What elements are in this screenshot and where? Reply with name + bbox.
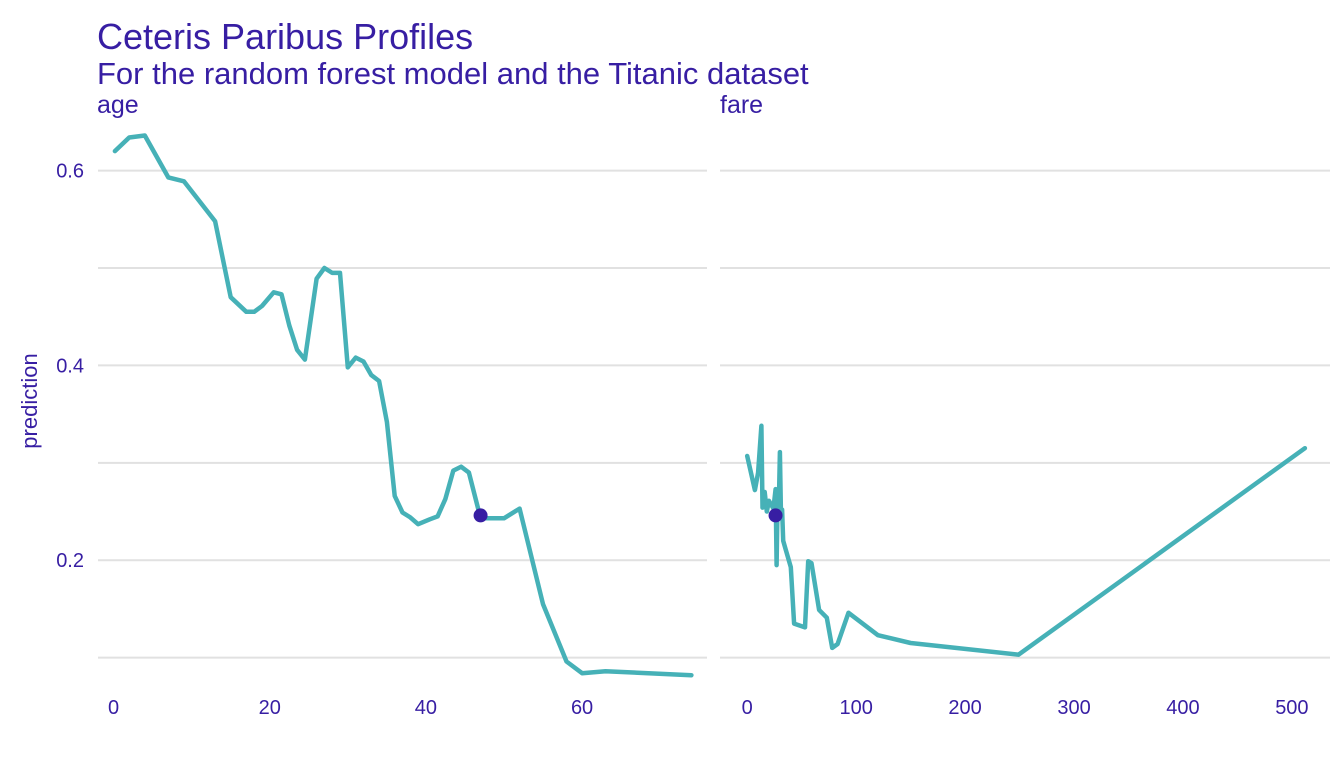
- chart-title: Ceteris Paribus Profiles: [97, 16, 473, 57]
- x-tick-label: 200: [948, 697, 981, 719]
- observation-point-age: [473, 508, 488, 523]
- panel-strip-label-fare: fare: [720, 91, 763, 119]
- x-tick-label: 0: [742, 697, 753, 719]
- x-tick-label: 300: [1057, 697, 1090, 719]
- plot-area: 0.2 0.4 0.6 age 0 20 40 60 fare 0 100 200 300 400 500: [56, 91, 1330, 719]
- y-tick-label: 0.4: [56, 355, 84, 377]
- y-axis-label: prediction: [17, 353, 42, 448]
- profile-line-age: [112, 133, 694, 678]
- x-tick-label: 100: [839, 697, 872, 719]
- x-tick-label: 500: [1275, 697, 1308, 719]
- panel-strip-label-age: age: [97, 91, 139, 119]
- x-tick-label: 60: [571, 697, 593, 719]
- observation-point-fare: [768, 508, 783, 523]
- x-tick-label: 40: [415, 697, 437, 719]
- x-tick-label: 0: [108, 697, 119, 719]
- y-tick-label: 0.2: [56, 550, 84, 572]
- chart-subtitle: For the random forest model and the Tita…: [97, 56, 809, 91]
- y-tick-label: 0.6: [56, 161, 84, 183]
- x-tick-label: 400: [1166, 697, 1199, 719]
- profile-line-fare: [744, 423, 1308, 657]
- x-tick-label: 20: [259, 697, 281, 719]
